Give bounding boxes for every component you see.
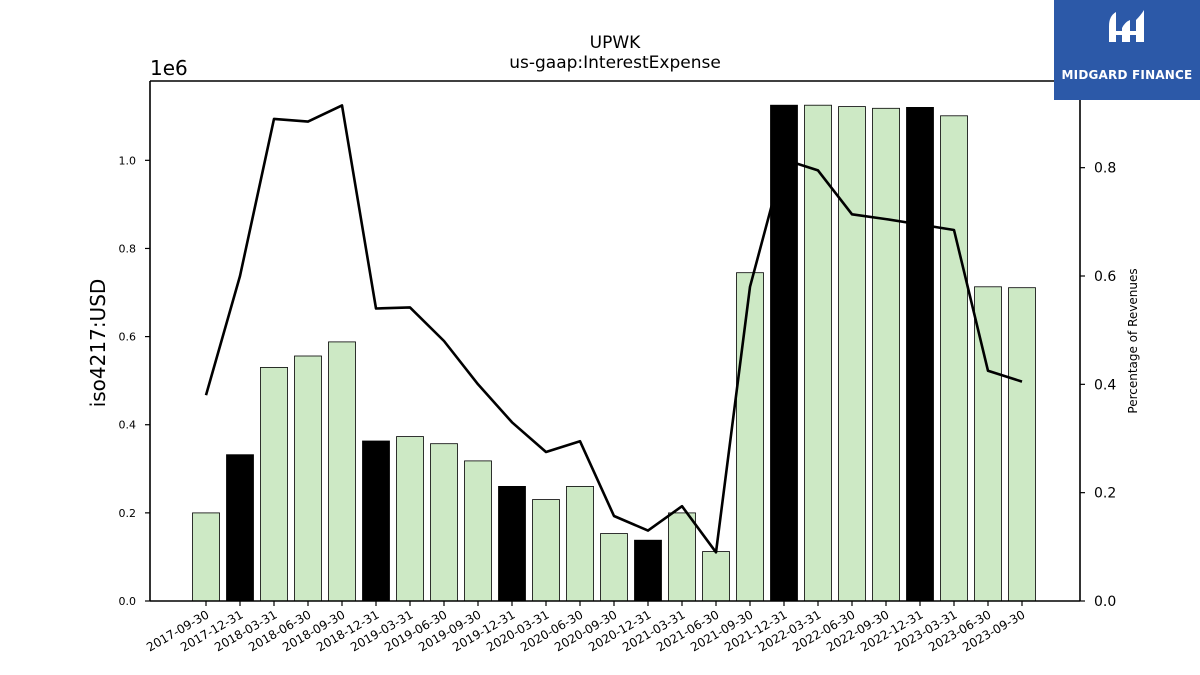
y-right-tick-label: 0.6 bbox=[1094, 269, 1116, 285]
bar bbox=[906, 107, 934, 602]
midgard-finance-logo: MIDGARD FINANCE bbox=[1054, 0, 1200, 100]
bar bbox=[838, 106, 866, 602]
y-right-tick-label: 0.2 bbox=[1094, 486, 1116, 502]
line-layer bbox=[204, 104, 1023, 554]
bar bbox=[804, 104, 832, 602]
y-right-tick-label: 0.4 bbox=[1094, 377, 1116, 393]
y-axis-label: iso4217:USD bbox=[86, 279, 110, 408]
chart-title: UPWK bbox=[590, 33, 642, 53]
bar bbox=[702, 551, 730, 602]
y-tick-label: 0.8 bbox=[119, 242, 137, 255]
bar bbox=[668, 512, 696, 602]
bar bbox=[634, 539, 662, 602]
y-right-tick-label: 0.0 bbox=[1094, 594, 1116, 610]
y-tick-label: 0.2 bbox=[119, 507, 137, 520]
y-tick-label: 0.6 bbox=[119, 331, 137, 344]
bar bbox=[464, 460, 492, 602]
bar bbox=[1008, 287, 1036, 602]
bar bbox=[226, 454, 254, 602]
y-tick-label: 1.0 bbox=[119, 154, 137, 167]
bar bbox=[260, 366, 288, 602]
y-tick-label: 0.0 bbox=[119, 595, 137, 608]
logo-mark-icon bbox=[1109, 10, 1144, 42]
y-axis-right-label: Percentage of Revenues bbox=[1126, 268, 1140, 413]
bar bbox=[600, 533, 628, 602]
chart-subtitle: us-gaap:InterestExpense bbox=[509, 53, 721, 73]
bar bbox=[396, 436, 424, 602]
y-right-tick-label: 0.8 bbox=[1094, 161, 1116, 177]
bar bbox=[940, 115, 968, 602]
bars-layer bbox=[192, 104, 1036, 602]
series-line bbox=[204, 104, 1023, 554]
bar bbox=[430, 443, 458, 602]
bar bbox=[974, 286, 1002, 602]
bar bbox=[872, 107, 900, 602]
bar bbox=[294, 355, 322, 602]
bar bbox=[532, 499, 560, 602]
bar bbox=[362, 440, 390, 602]
bar bbox=[770, 104, 798, 602]
bar bbox=[192, 512, 220, 602]
bar bbox=[328, 341, 356, 602]
bar bbox=[736, 272, 764, 602]
bar bbox=[498, 485, 526, 602]
bar bbox=[566, 485, 594, 602]
logo-text: MIDGARD FINANCE bbox=[1061, 68, 1193, 82]
y-tick-label: 0.4 bbox=[119, 419, 137, 432]
y-offset-label: 1e6 bbox=[150, 56, 188, 80]
